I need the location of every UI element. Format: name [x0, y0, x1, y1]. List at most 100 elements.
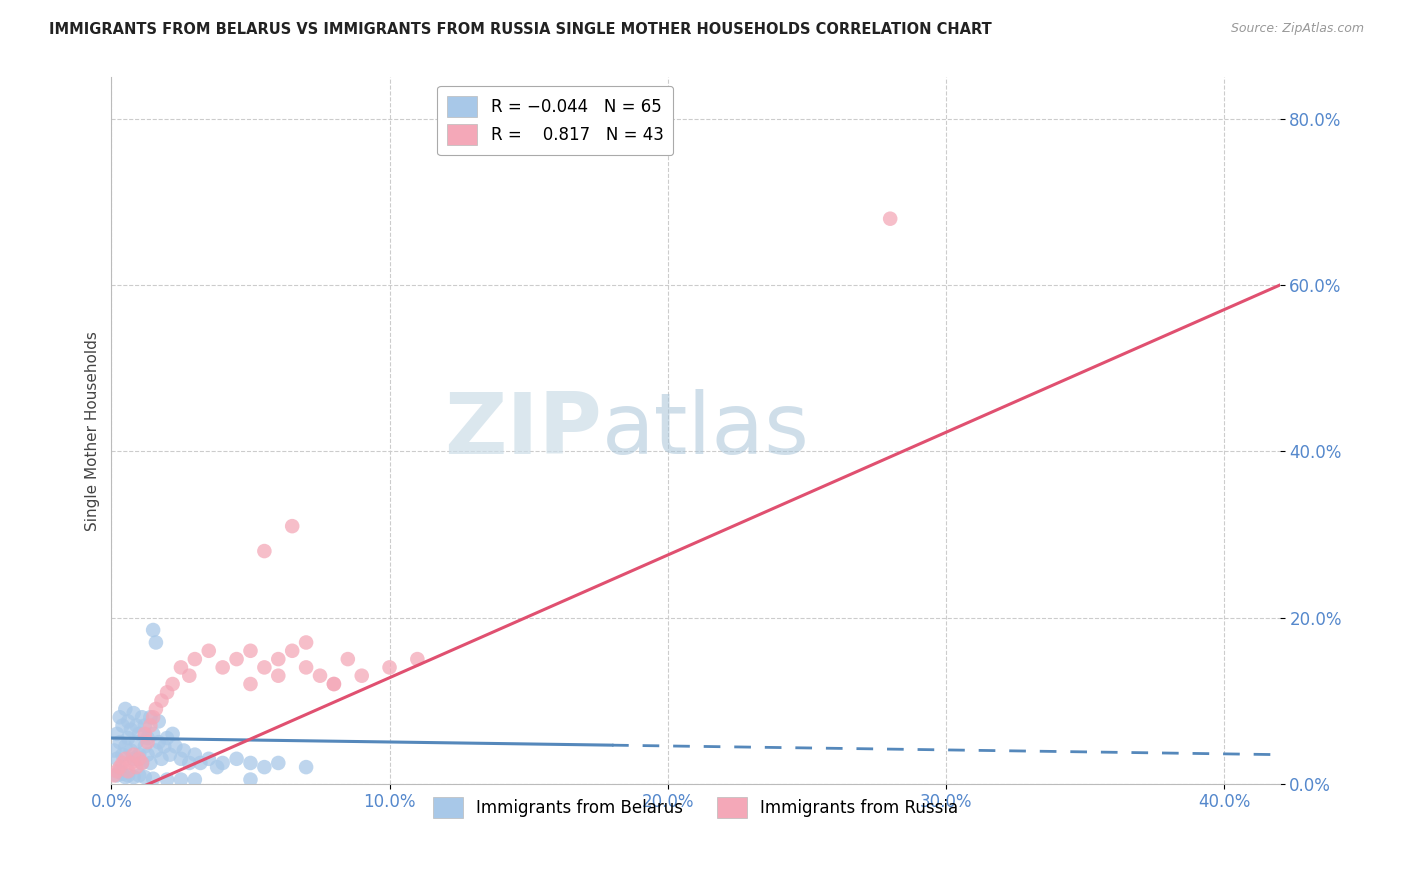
- Point: [170, 772, 193, 787]
- Point: [136, 731, 159, 745]
- Point: [148, 714, 170, 729]
- Point: [120, 723, 142, 737]
- Point: [139, 718, 162, 732]
- Point: [197, 644, 219, 658]
- Point: [239, 644, 262, 658]
- Point: [111, 747, 134, 762]
- Text: Source: ZipAtlas.com: Source: ZipAtlas.com: [1230, 22, 1364, 36]
- Point: [120, 756, 142, 770]
- Point: [134, 727, 156, 741]
- Point: [125, 760, 148, 774]
- Point: [153, 739, 176, 754]
- Point: [179, 756, 201, 770]
- Point: [108, 760, 131, 774]
- Point: [125, 735, 148, 749]
- Point: [103, 768, 125, 782]
- Point: [267, 669, 290, 683]
- Point: [162, 727, 184, 741]
- Point: [122, 747, 145, 762]
- Point: [406, 652, 429, 666]
- Point: [309, 669, 332, 683]
- Point: [108, 764, 131, 779]
- Point: [128, 768, 150, 782]
- Point: [131, 756, 153, 770]
- Point: [295, 635, 318, 649]
- Point: [336, 652, 359, 666]
- Point: [322, 677, 344, 691]
- Point: [122, 770, 145, 784]
- Point: [184, 652, 207, 666]
- Point: [105, 764, 128, 779]
- Point: [139, 710, 162, 724]
- Point: [145, 702, 167, 716]
- Text: ZIP: ZIP: [444, 389, 602, 472]
- Point: [322, 677, 344, 691]
- Point: [190, 756, 212, 770]
- Point: [156, 772, 179, 787]
- Point: [239, 677, 262, 691]
- Point: [125, 718, 148, 732]
- Point: [122, 752, 145, 766]
- Point: [197, 752, 219, 766]
- Point: [211, 756, 233, 770]
- Point: [111, 766, 134, 780]
- Point: [150, 752, 173, 766]
- Point: [117, 714, 139, 729]
- Point: [145, 635, 167, 649]
- Point: [165, 739, 187, 754]
- Point: [105, 727, 128, 741]
- Point: [179, 669, 201, 683]
- Point: [108, 735, 131, 749]
- Point: [253, 660, 276, 674]
- Point: [148, 735, 170, 749]
- Point: [378, 660, 401, 674]
- Point: [114, 702, 136, 716]
- Point: [295, 660, 318, 674]
- Point: [131, 756, 153, 770]
- Point: [142, 623, 165, 637]
- Point: [253, 544, 276, 558]
- Point: [162, 677, 184, 691]
- Point: [173, 743, 195, 757]
- Point: [150, 693, 173, 707]
- Point: [267, 756, 290, 770]
- Y-axis label: Single Mother Households: Single Mother Households: [86, 331, 100, 531]
- Point: [111, 756, 134, 770]
- Point: [350, 669, 373, 683]
- Point: [134, 718, 156, 732]
- Point: [281, 644, 304, 658]
- Point: [281, 519, 304, 533]
- Point: [136, 735, 159, 749]
- Point: [105, 752, 128, 766]
- Point: [117, 731, 139, 745]
- Point: [239, 772, 262, 787]
- Point: [128, 752, 150, 766]
- Point: [253, 760, 276, 774]
- Point: [120, 743, 142, 757]
- Point: [211, 660, 233, 674]
- Point: [184, 772, 207, 787]
- Point: [267, 652, 290, 666]
- Point: [103, 743, 125, 757]
- Point: [156, 685, 179, 699]
- Point: [225, 652, 247, 666]
- Point: [184, 747, 207, 762]
- Point: [122, 706, 145, 720]
- Point: [134, 770, 156, 784]
- Point: [156, 731, 179, 745]
- Point: [128, 727, 150, 741]
- Point: [159, 747, 181, 762]
- Point: [117, 768, 139, 782]
- Point: [136, 747, 159, 762]
- Point: [117, 764, 139, 779]
- Point: [239, 756, 262, 770]
- Point: [170, 752, 193, 766]
- Point: [205, 760, 228, 774]
- Point: [170, 660, 193, 674]
- Point: [108, 710, 131, 724]
- Point: [295, 760, 318, 774]
- Point: [114, 770, 136, 784]
- Point: [142, 710, 165, 724]
- Point: [111, 718, 134, 732]
- Point: [145, 743, 167, 757]
